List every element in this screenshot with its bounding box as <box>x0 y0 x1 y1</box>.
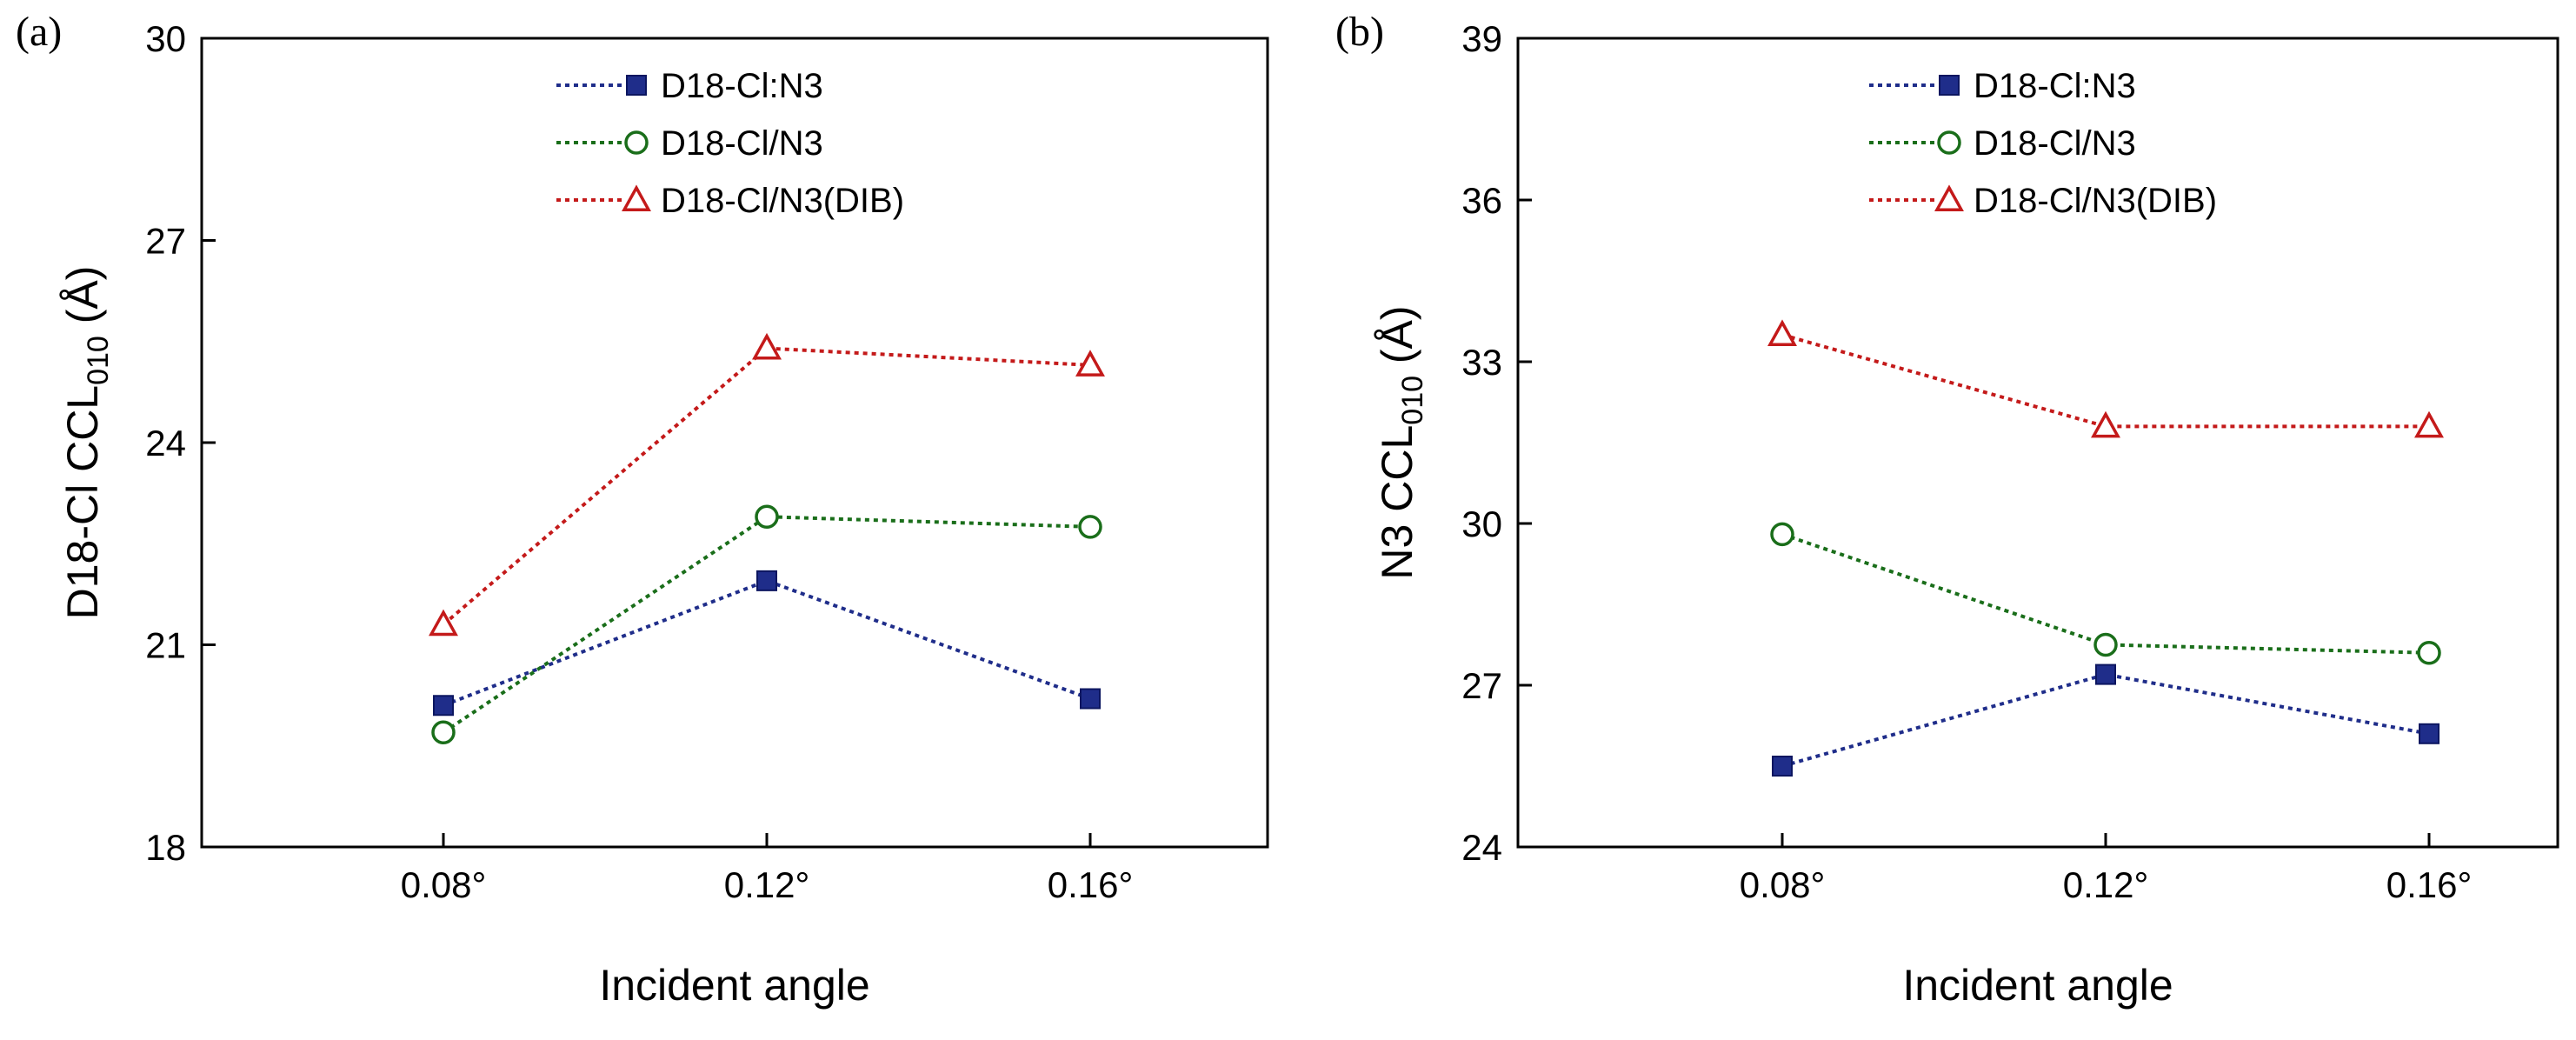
panel-a-x-ticks: 0.08° 0.12° 0.16° <box>401 833 1134 905</box>
panel-a-data-point-d18-cl-n3-dib <box>429 609 458 637</box>
panel-a-x-tick-label: 0.16° <box>1048 864 1134 905</box>
panel-a-legend-label-d18-cl-n3: D18-Cl:N3 <box>661 67 823 105</box>
panel-b-y-ticks: 24 27 30 33 36 39 <box>1461 18 1532 868</box>
panel-a-data-point-d18-cl-n3 <box>433 695 454 717</box>
panel-a-legend-label-d18-cl-n3-dib: D18-Cl/N3(DIB) <box>661 182 904 220</box>
panel-b-data-point-d18-cl-n3 <box>1770 522 1794 547</box>
panel-a-series-line-d18-cl-n3 <box>443 578 1091 708</box>
panel-b-data-point-d18-cl-n3 <box>1772 756 1793 777</box>
panel-b-legend-marker-d18-cl-n3 <box>1939 75 1960 96</box>
panel-b-series-line-d18-cl-n3 <box>1781 672 2430 768</box>
panel-b-x-tick-label: 0.16° <box>2386 864 2473 905</box>
panel-a-y-tick-label: 21 <box>145 625 186 666</box>
panel-a-y-tick-label: 18 <box>145 827 186 868</box>
panel-b-y-axis-title-unit: (Å) <box>1373 305 1421 376</box>
panel-b-y-axis-title-subscript: 010 <box>1396 376 1429 425</box>
panel-a-legend: D18-Cl:N3 D18-Cl/N3 D18-Cl/N3(DIB) <box>556 67 904 220</box>
panel-a-series <box>429 332 1105 744</box>
panel-b-y-tick-label: 30 <box>1461 503 1502 544</box>
panel-a-data-point-d18-cl-n3 <box>1080 688 1101 710</box>
panel-b-x-tick-label: 0.08° <box>1740 864 1826 905</box>
panel-a-y-axis-title: D18-Cl CCL010 (Å) <box>58 266 115 620</box>
panel-b-legend-marker-d18-cl-n3 <box>1937 130 1961 155</box>
panel-b-data-point-d18-cl-n3 <box>2417 641 2441 665</box>
panel-a: (a) 18 21 24 27 30 0.08° 0.12° 0.16° Incident … <box>16 9 1269 1010</box>
panel-b-legend-label-d18-cl-n3-dib: D18-Cl/N3(DIB) <box>1974 182 2217 220</box>
panel-a-legend-marker-d18-cl-n3 <box>624 130 649 155</box>
panel-b-x-axis-title: Incident angle <box>1902 961 2173 1010</box>
panel-b-x-ticks: 0.08° 0.12° 0.16° <box>1740 833 2473 905</box>
panel-a-label: (a) <box>16 9 62 55</box>
panel-a-data-point-d18-cl-n3 <box>756 570 777 591</box>
panel-b-y-axis-title-main: N3 CCL <box>1373 425 1421 580</box>
panel-a-y-ticks: 18 21 24 27 30 <box>145 18 216 868</box>
panel-a-y-axis-title-main: D18-Cl CCL <box>58 385 107 620</box>
panel-a-y-axis-title-unit: (Å) <box>58 266 107 337</box>
panel-b-y-tick-label: 27 <box>1461 665 1502 706</box>
panel-a-y-tick-label: 30 <box>145 18 186 59</box>
panel-a-y-axis-title-subscript: 010 <box>82 336 115 385</box>
panel-b-y-tick-label: 39 <box>1461 18 1502 59</box>
panel-b-data-point-d18-cl-n3 <box>2095 663 2116 685</box>
panel-b-legend-label-d18-cl-n3: D18-Cl/N3 <box>1974 124 2136 163</box>
panel-b-legend-label-d18-cl-n3: D18-Cl:N3 <box>1974 67 2136 105</box>
panel-a-data-point-d18-cl-n3 <box>431 720 456 744</box>
panel-b-y-axis-title: N3 CCL010 (Å) <box>1373 305 1429 579</box>
panel-a-data-point-d18-cl-n3 <box>755 504 779 529</box>
panel-b-data-point-d18-cl-n3-dib <box>1767 319 1797 346</box>
panel-a-x-axis-title: Incident angle <box>599 961 869 1010</box>
panel-b-legend: D18-Cl:N3 D18-Cl/N3 D18-Cl/N3(DIB) <box>1869 67 2217 220</box>
panel-b-label: (b) <box>1335 9 1384 55</box>
panel-b-data-point-d18-cl-n3-dib <box>2091 410 2120 438</box>
panel-a-series-line-d18-cl-n3 <box>442 515 1091 734</box>
panel-a-y-tick-label: 27 <box>145 221 186 262</box>
panel-a-legend-label-d18-cl-n3: D18-Cl/N3 <box>661 124 823 163</box>
panel-b-x-tick-label: 0.12° <box>2063 864 2149 905</box>
panel-b-y-tick-label: 33 <box>1461 342 1502 383</box>
panel-b-data-point-d18-cl-n3 <box>2093 632 2118 657</box>
panel-a-data-point-d18-cl-n3-dib <box>752 332 782 360</box>
panel-a-legend-marker-d18-cl-n3-dib <box>622 184 651 211</box>
panel-b: (b) 24 27 30 33 36 39 0.08° 0.12° 0.16° Inciden… <box>1335 9 2559 1010</box>
panel-a-data-point-d18-cl-n3 <box>1078 515 1102 539</box>
panel-b-y-tick-label: 24 <box>1461 827 1502 868</box>
panel-a-series-line-d18-cl-n3-dib <box>442 346 1091 626</box>
panel-b-series <box>1767 319 2444 777</box>
panel-a-data-point-d18-cl-n3-dib <box>1075 350 1105 377</box>
panel-b-plot-frame <box>1516 37 2559 849</box>
panel-a-x-tick-label: 0.12° <box>724 864 810 905</box>
panel-b-y-tick-label: 36 <box>1461 180 1502 221</box>
panel-b-data-point-d18-cl-n3 <box>2419 723 2440 744</box>
panel-b-series-line-d18-cl-n3-dib <box>1781 333 2429 429</box>
panel-a-x-tick-label: 0.08° <box>401 864 487 905</box>
panel-b-legend-marker-d18-cl-n3-dib <box>1934 184 1964 211</box>
panel-a-legend-marker-d18-cl-n3 <box>626 75 647 96</box>
panel-a-y-tick-label: 24 <box>145 423 186 463</box>
panel-b-data-point-d18-cl-n3-dib <box>2414 410 2444 438</box>
